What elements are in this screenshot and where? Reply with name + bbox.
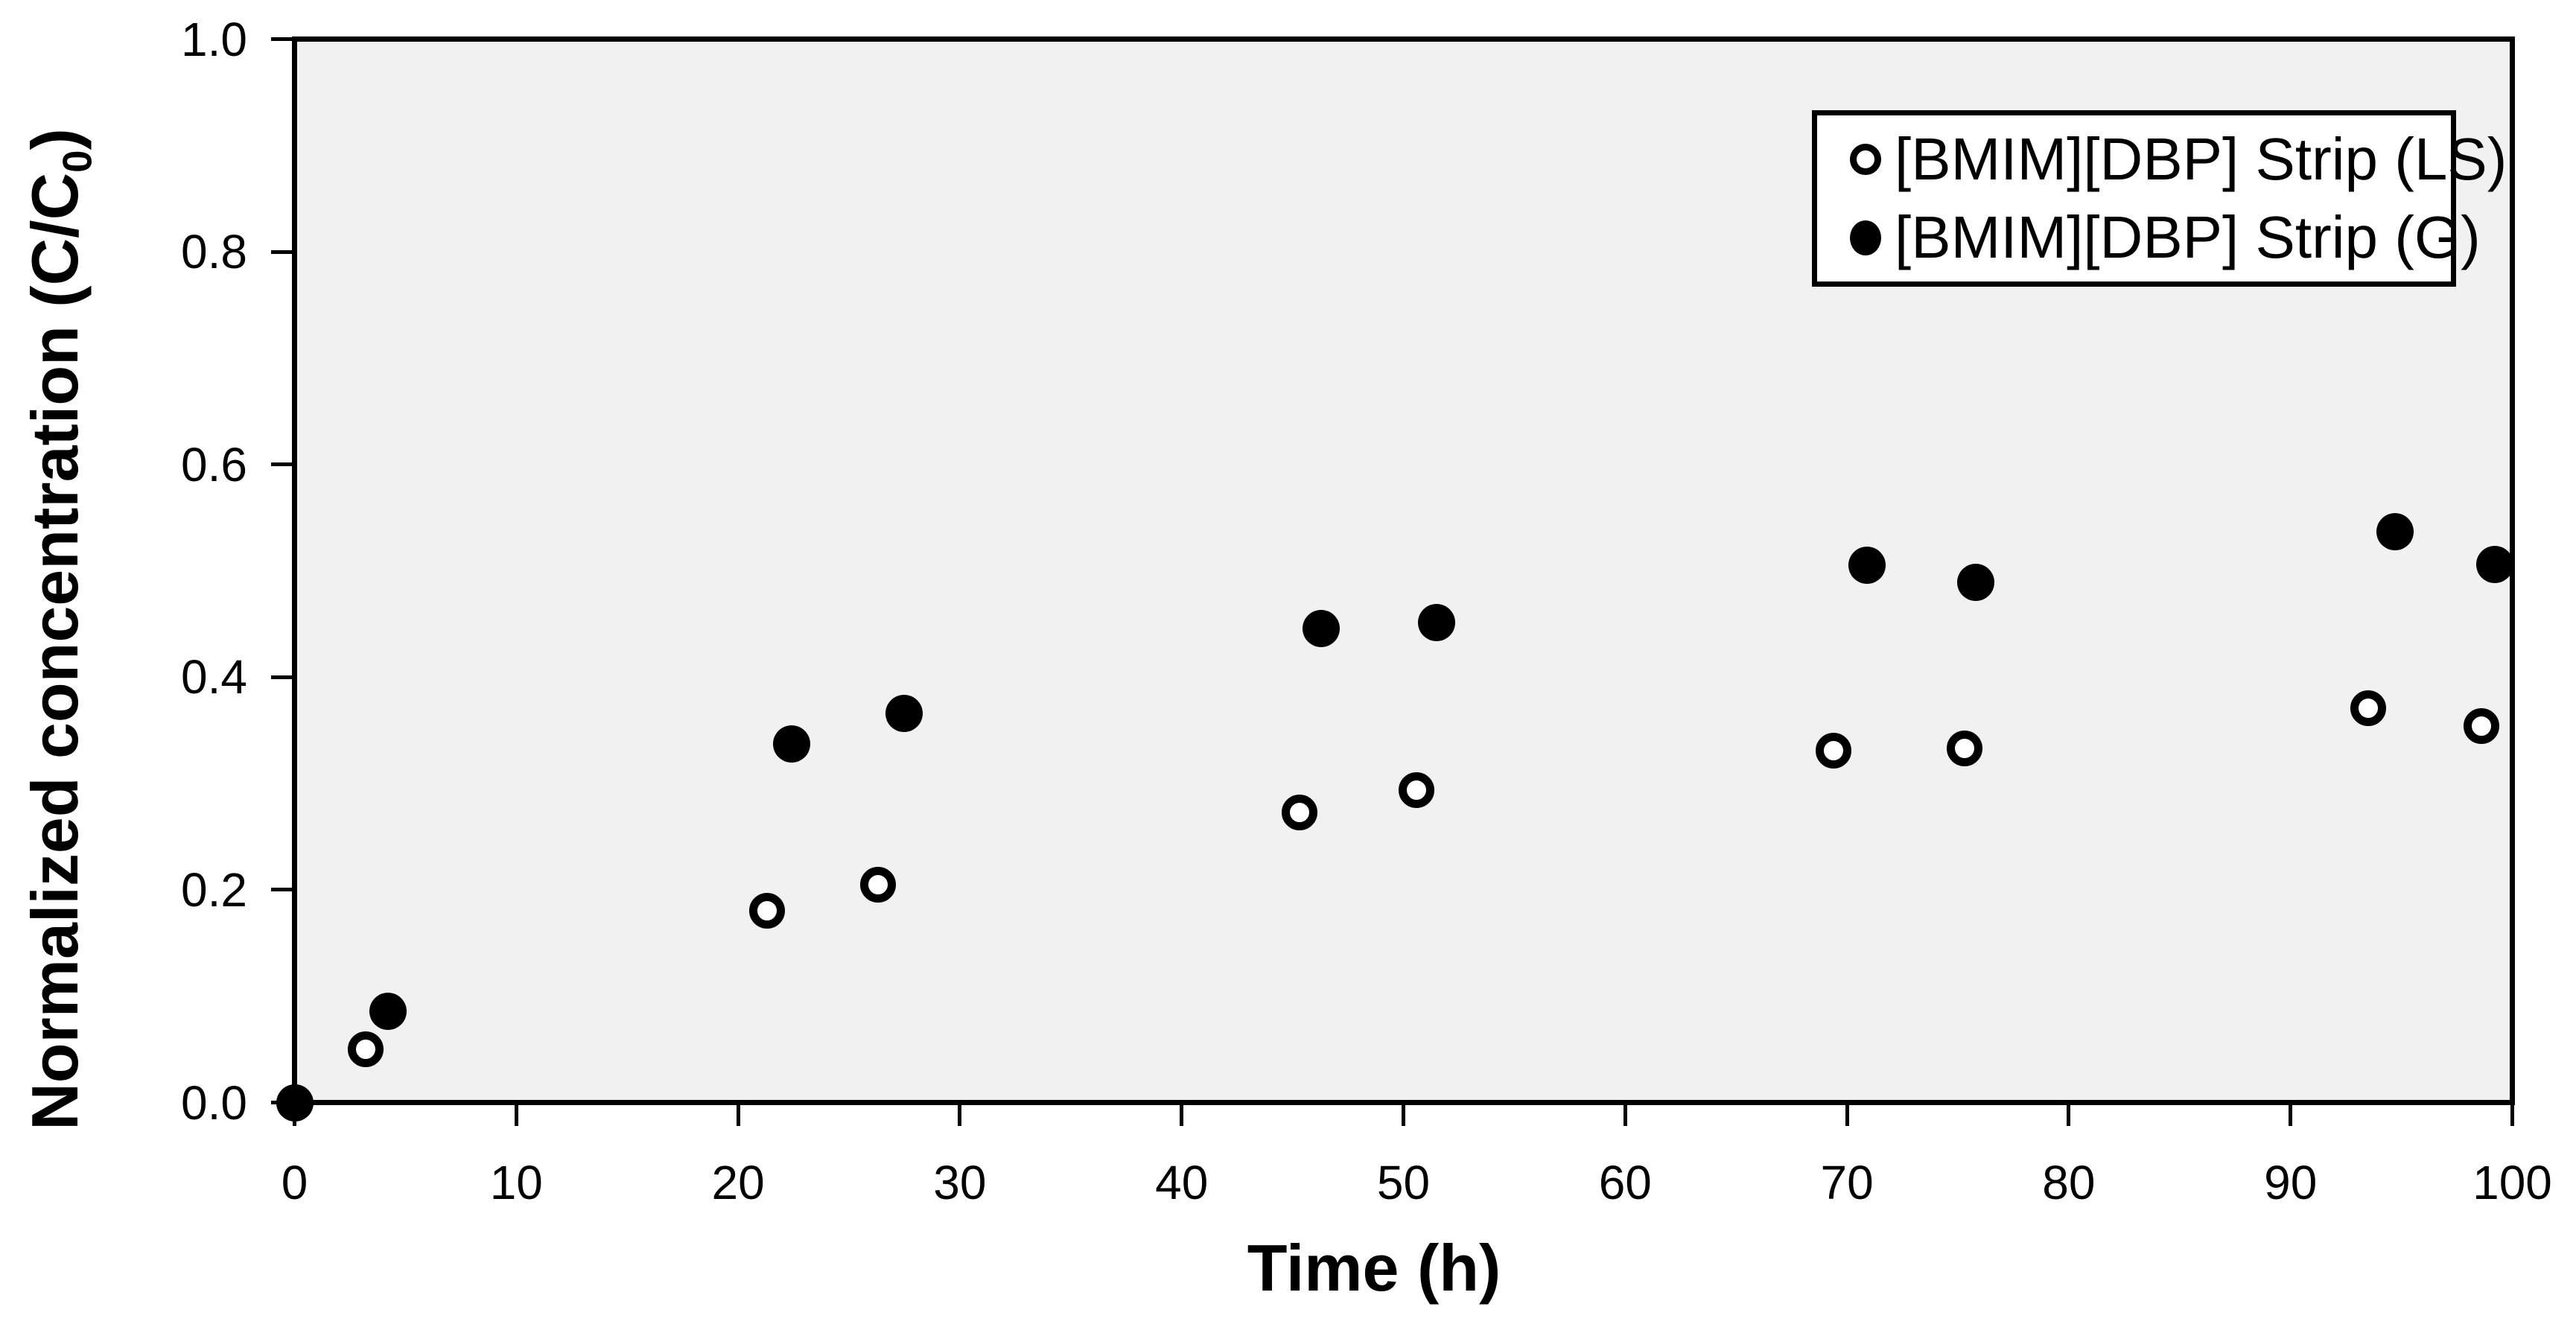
x-axis-tick-label: 90 [2264, 1156, 2318, 1209]
data-point-open-circle [748, 893, 785, 929]
x-axis-tick [1402, 1105, 1405, 1126]
data-point-open-circle [1399, 772, 1435, 808]
x-axis-tick-label: 10 [489, 1156, 543, 1209]
x-axis-tick [1845, 1105, 1849, 1126]
data-point-filled-circle [1418, 604, 1456, 642]
x-axis-tick [2289, 1105, 2293, 1126]
data-point-filled-circle [1303, 609, 1341, 647]
x-axis-tick-label: 30 [933, 1156, 987, 1209]
y-axis-tick [271, 462, 292, 467]
data-point-filled-circle [369, 992, 407, 1030]
legend-label: [BMIM][DBP] Strip (LS) [1895, 126, 2507, 192]
x-axis-tick-label: 100 [2472, 1156, 2552, 1209]
x-axis-tick-label: 60 [1598, 1156, 1652, 1209]
data-point-open-circle [1946, 730, 1982, 766]
data-point-open-circle [347, 1031, 384, 1068]
y-axis-tick [271, 249, 292, 254]
x-axis-tick-label: 80 [2042, 1156, 2096, 1209]
data-point-open-circle [2350, 690, 2386, 726]
y-axis-tick-label: 0.0 [181, 1075, 247, 1130]
y-axis-tick-label: 1.0 [181, 12, 247, 66]
data-point-open-circle [2463, 707, 2499, 744]
x-axis-tick [514, 1105, 518, 1126]
y-axis-title-end: ) [18, 128, 92, 150]
y-axis-tick-label: 0.6 [181, 437, 247, 491]
legend: [BMIM][DBP] Strip (LS) [BMIM][DBP] Strip… [1812, 110, 2507, 287]
x-axis-tick [1623, 1105, 1627, 1126]
x-axis-tick-label: 40 [1155, 1156, 1209, 1209]
data-point-open-circle [859, 866, 896, 903]
y-axis-tick-label: 0.4 [181, 650, 247, 704]
x-axis-tick [2067, 1105, 2071, 1126]
x-axis-tick [1180, 1105, 1184, 1126]
x-axis-tick [958, 1105, 962, 1126]
y-axis-title-subscript: 0 [54, 150, 101, 173]
data-point-filled-circle [1848, 547, 1886, 585]
data-point-filled-circle [2475, 545, 2513, 583]
y-axis-tick [271, 37, 292, 41]
y-axis-tick [271, 888, 292, 892]
data-point-filled-circle [276, 1084, 314, 1122]
x-axis-tick-label: 50 [1376, 1156, 1431, 1209]
x-axis-title: Time (h) [1247, 1231, 1501, 1305]
legend-item-strip-g: [BMIM][DBP] Strip (G) [1850, 203, 2481, 272]
x-axis-tick [2510, 1105, 2514, 1126]
filled-circle-icon [1850, 220, 1881, 255]
x-axis-tick-label: 70 [1820, 1156, 1874, 1209]
y-axis-tick-label: 0.8 [181, 225, 247, 279]
data-point-open-circle [1281, 794, 1317, 830]
legend-item-strip-ls: [BMIM][DBP] Strip (LS) [1850, 125, 2507, 194]
legend-label: [BMIM][DBP] Strip (G) [1895, 204, 2481, 270]
data-point-filled-circle [2376, 512, 2414, 550]
data-point-filled-circle [885, 694, 923, 732]
data-point-filled-circle [772, 725, 810, 763]
x-axis-tick [736, 1105, 740, 1126]
open-circle-icon [1850, 144, 1881, 175]
x-axis-tick-label: 0 [281, 1156, 308, 1209]
y-axis-tick-label: 0.2 [181, 862, 247, 917]
y-axis-tick [271, 675, 292, 679]
data-point-open-circle [1816, 732, 1852, 769]
data-point-filled-circle [1956, 564, 1994, 602]
x-axis-tick-label: 20 [711, 1156, 765, 1209]
